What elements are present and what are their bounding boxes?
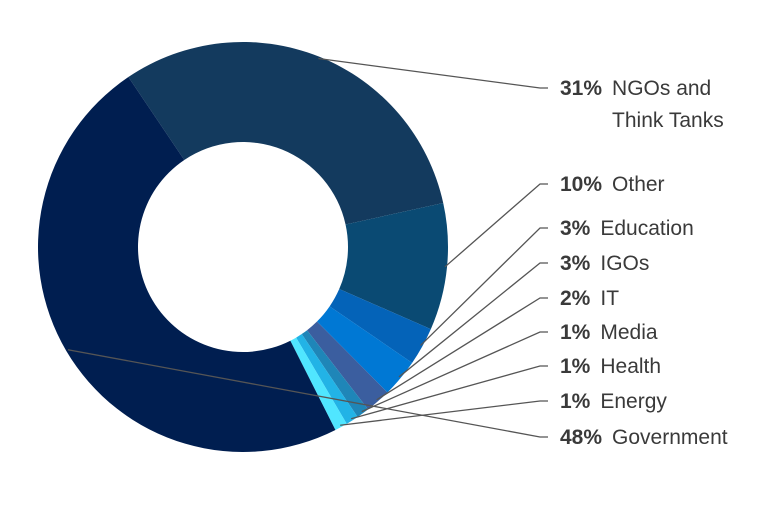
leader-line <box>444 183 548 268</box>
slice-percent: 31% <box>560 77 602 100</box>
donut-slices <box>37 42 448 452</box>
slice-percent: 2% <box>560 287 591 310</box>
slice-category: Government <box>612 426 728 449</box>
leader-line <box>318 57 548 89</box>
leader-line <box>67 349 548 438</box>
slice-category: NGOs and <box>612 77 711 100</box>
leader-line <box>398 262 548 378</box>
slice-percent: 10% <box>560 173 602 196</box>
slice-category-line2: Think Tanks <box>612 109 724 132</box>
slice-label: 1% Media <box>560 321 658 344</box>
slice-labels: 31% NGOs and Think Tanks 10% Other 3% Educatio… <box>560 77 728 449</box>
slice-label: 1% Health <box>560 355 661 378</box>
slice-health <box>296 334 358 424</box>
leader-line <box>350 365 548 420</box>
slice-category: Other <box>612 173 665 196</box>
slice-category: IGOs <box>600 252 649 275</box>
slice-igos <box>316 306 413 393</box>
slice-percent: 48% <box>560 426 602 449</box>
slice-label: 1% Energy <box>560 390 667 413</box>
leader-line <box>420 227 548 346</box>
slice-education <box>329 289 431 363</box>
leader-line <box>361 331 548 413</box>
slice-percent: 3% <box>560 252 591 275</box>
slice-energy <box>290 337 347 430</box>
slice-ngos-and <box>128 42 444 225</box>
leader-line <box>376 297 548 401</box>
slice-category: Health <box>600 355 661 378</box>
slice-label: 3% IGOs <box>560 252 649 275</box>
slice-label: 48% Government <box>560 426 728 449</box>
slice-percent: 3% <box>560 217 591 240</box>
slice-media <box>301 330 369 417</box>
slice-percent: 1% <box>560 355 591 378</box>
slice-percent: 1% <box>560 321 591 344</box>
slice-category: Energy <box>600 390 667 413</box>
leader-lines <box>67 57 548 438</box>
slice-category: Media <box>600 321 658 344</box>
slice-it <box>307 321 388 410</box>
slice-label: 3% Education <box>560 217 694 240</box>
slice-category: Education <box>600 217 693 240</box>
slice-label: 2% IT <box>560 287 619 310</box>
slice-percent: 1% <box>560 390 591 413</box>
slice-label: 31% NGOs and <box>560 77 711 100</box>
slice-category: IT <box>600 287 619 310</box>
slice-other <box>339 202 448 330</box>
slice-label: 10% Other <box>560 173 665 196</box>
leader-line <box>340 400 548 426</box>
